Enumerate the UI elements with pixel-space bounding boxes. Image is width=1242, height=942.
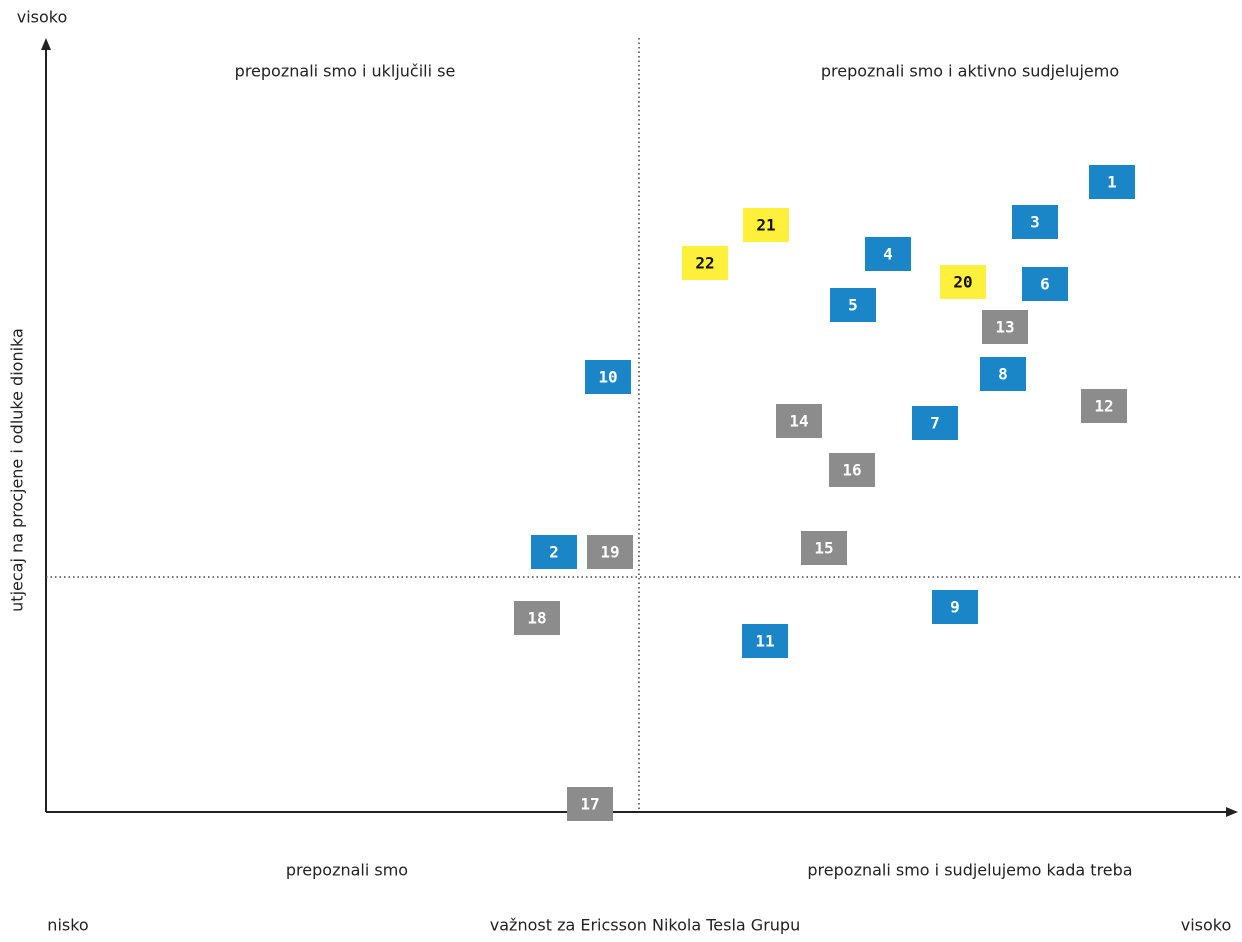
- item-box: [776, 404, 822, 438]
- item-label: 13: [995, 318, 1014, 337]
- item-label: 21: [756, 216, 775, 235]
- item-box: [682, 246, 728, 280]
- y-high-label: visoko: [17, 8, 68, 27]
- item-box: [865, 237, 911, 271]
- item-label: 8: [998, 365, 1008, 384]
- item-box: [830, 288, 876, 322]
- item-box: [531, 535, 577, 569]
- item-box: [982, 310, 1028, 344]
- item-label: 12: [1094, 397, 1113, 416]
- item-box: [1022, 267, 1068, 301]
- x-axis-label: važnost za Ericsson Nikola Tesla Grupu: [490, 916, 800, 935]
- item-label: 6: [1040, 275, 1050, 294]
- item-label: 2: [549, 543, 559, 562]
- item-label: 20: [953, 273, 972, 292]
- item-box: [1089, 165, 1135, 199]
- item-box: [1081, 389, 1127, 423]
- item-label: 7: [930, 414, 940, 433]
- item-label: 16: [842, 461, 861, 480]
- item-box: [743, 208, 789, 242]
- x-high-label: visoko: [1181, 916, 1232, 935]
- y-axis-label: utjecaj na procjene i odluke dionika: [8, 328, 27, 612]
- item-label: 22: [695, 254, 714, 273]
- item-label: 14: [789, 412, 808, 431]
- x-low-label: nisko: [47, 916, 88, 935]
- item-label: 4: [883, 245, 893, 264]
- item-label: 10: [598, 368, 617, 387]
- quadrant-label: prepoznali smo i uključili se: [235, 62, 456, 81]
- item-box: [742, 624, 788, 658]
- item-label: 17: [580, 795, 599, 814]
- item-box: [932, 590, 978, 624]
- item-label: 3: [1030, 213, 1040, 232]
- item-box: [585, 360, 631, 394]
- item-label: 15: [814, 539, 833, 558]
- quadrant-label: prepoznali smo: [286, 861, 408, 880]
- item-box: [587, 535, 633, 569]
- item-label: 11: [755, 632, 774, 651]
- item-box: [829, 453, 875, 487]
- item-label: 9: [950, 598, 960, 617]
- item-box: [940, 265, 986, 299]
- item-box: [567, 787, 613, 821]
- item-box: [980, 357, 1026, 391]
- item-box: [1012, 205, 1058, 239]
- item-box: [801, 531, 847, 565]
- item-box: [514, 601, 560, 635]
- item-label: 19: [600, 543, 619, 562]
- item-label: 5: [848, 296, 858, 315]
- item-label: 18: [527, 609, 546, 628]
- quadrant-label: prepoznali smo i aktivno sudjelujemo: [821, 62, 1119, 81]
- item-label: 1: [1107, 173, 1117, 192]
- quadrant-label: prepoznali smo i sudjelujemo kada treba: [807, 861, 1132, 880]
- item-box: [912, 406, 958, 440]
